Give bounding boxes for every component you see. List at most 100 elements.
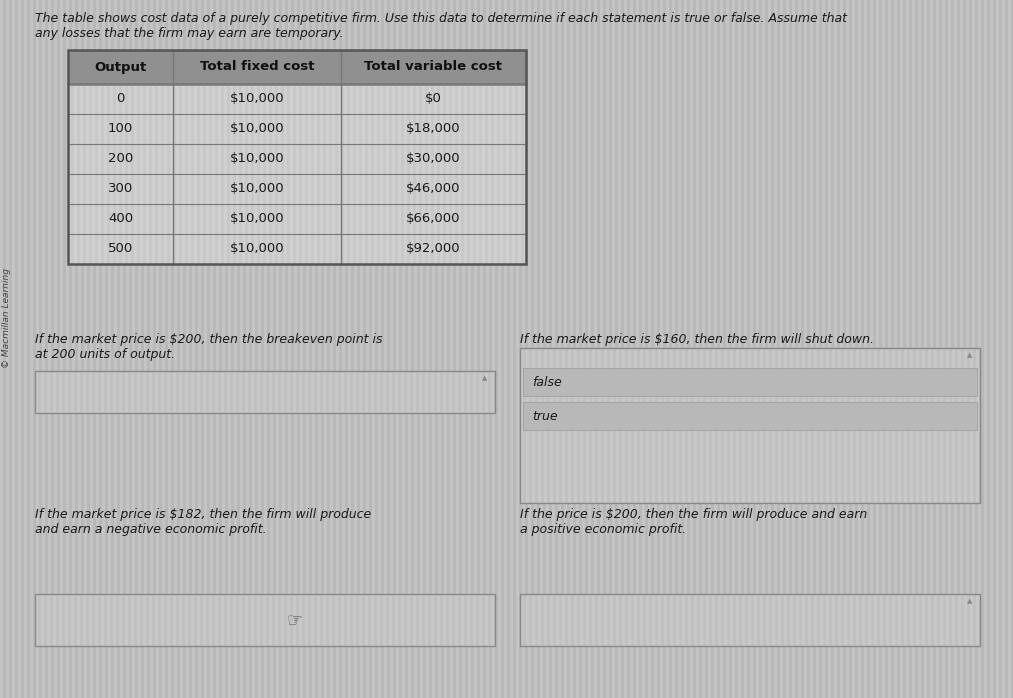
Bar xyxy=(380,174,383,204)
Bar xyxy=(978,0,981,698)
Bar xyxy=(532,348,535,503)
Bar xyxy=(149,594,152,646)
Bar xyxy=(260,144,263,174)
Bar xyxy=(510,0,513,698)
Bar xyxy=(748,594,751,646)
Bar xyxy=(718,348,721,503)
Bar xyxy=(344,174,347,204)
Bar xyxy=(66,0,69,698)
Bar xyxy=(257,594,260,646)
Bar xyxy=(311,371,314,413)
Bar xyxy=(290,174,293,204)
Bar xyxy=(65,594,68,646)
Text: If the market price is $160, then the firm will shut down.: If the market price is $160, then the fi… xyxy=(520,333,874,346)
Bar xyxy=(796,594,799,646)
Bar xyxy=(134,114,137,144)
Bar xyxy=(356,174,359,204)
Bar xyxy=(68,174,71,204)
Bar xyxy=(362,174,365,204)
Bar xyxy=(170,234,173,264)
Bar xyxy=(634,348,637,503)
Bar xyxy=(389,371,392,413)
Bar xyxy=(425,594,428,646)
Bar xyxy=(116,234,119,264)
Bar xyxy=(894,0,897,698)
Bar xyxy=(176,144,179,174)
Bar xyxy=(128,174,131,204)
Bar xyxy=(416,174,419,204)
Bar xyxy=(326,204,329,234)
Bar xyxy=(152,204,155,234)
Bar xyxy=(458,114,461,144)
Bar xyxy=(104,204,107,234)
Text: 500: 500 xyxy=(107,242,133,255)
Bar xyxy=(540,0,543,698)
Bar xyxy=(110,204,113,234)
Bar xyxy=(440,144,443,174)
Bar xyxy=(348,0,350,698)
Bar xyxy=(488,84,491,114)
Bar xyxy=(278,234,281,264)
Bar xyxy=(610,348,613,503)
Bar xyxy=(284,114,287,144)
Bar xyxy=(347,371,350,413)
Bar xyxy=(844,594,847,646)
Bar xyxy=(790,348,793,503)
Bar xyxy=(538,594,541,646)
Bar xyxy=(314,204,317,234)
Bar xyxy=(158,114,161,144)
Bar xyxy=(128,234,131,264)
Bar xyxy=(116,84,119,114)
Bar xyxy=(212,84,215,114)
Bar xyxy=(383,594,386,646)
Bar xyxy=(212,114,215,144)
Bar xyxy=(416,204,419,234)
Bar xyxy=(296,174,299,204)
Bar xyxy=(42,0,45,698)
Bar xyxy=(360,0,363,698)
Bar xyxy=(288,0,291,698)
Bar xyxy=(688,594,691,646)
Bar xyxy=(434,174,437,204)
Bar xyxy=(356,204,359,234)
Bar xyxy=(74,234,77,264)
Bar xyxy=(856,348,859,503)
Text: $18,000: $18,000 xyxy=(406,123,461,135)
Bar xyxy=(678,0,681,698)
Bar xyxy=(844,348,847,503)
Bar xyxy=(314,144,317,174)
Bar xyxy=(89,594,92,646)
Bar xyxy=(482,174,485,204)
Bar xyxy=(498,0,501,698)
Bar xyxy=(152,84,155,114)
Bar xyxy=(928,594,931,646)
Bar xyxy=(500,114,503,144)
Bar xyxy=(724,594,727,646)
Bar xyxy=(296,234,299,264)
Bar xyxy=(210,0,213,698)
Bar xyxy=(422,174,425,204)
Bar xyxy=(102,0,105,698)
Bar xyxy=(898,594,901,646)
Bar xyxy=(191,371,194,413)
Bar xyxy=(780,0,783,698)
Bar xyxy=(344,204,347,234)
Bar xyxy=(114,0,116,698)
Bar xyxy=(712,594,715,646)
Bar xyxy=(434,114,437,144)
Bar xyxy=(422,234,425,264)
Bar xyxy=(434,204,437,234)
Bar xyxy=(338,84,341,114)
Bar xyxy=(610,594,613,646)
Bar xyxy=(500,174,503,204)
Bar xyxy=(12,0,15,698)
Bar xyxy=(532,594,535,646)
Bar xyxy=(670,594,673,646)
Bar xyxy=(516,0,519,698)
Bar xyxy=(179,594,182,646)
Bar xyxy=(954,0,957,698)
Bar xyxy=(766,594,769,646)
Bar xyxy=(176,204,179,234)
Bar xyxy=(194,84,197,114)
Bar xyxy=(116,204,119,234)
